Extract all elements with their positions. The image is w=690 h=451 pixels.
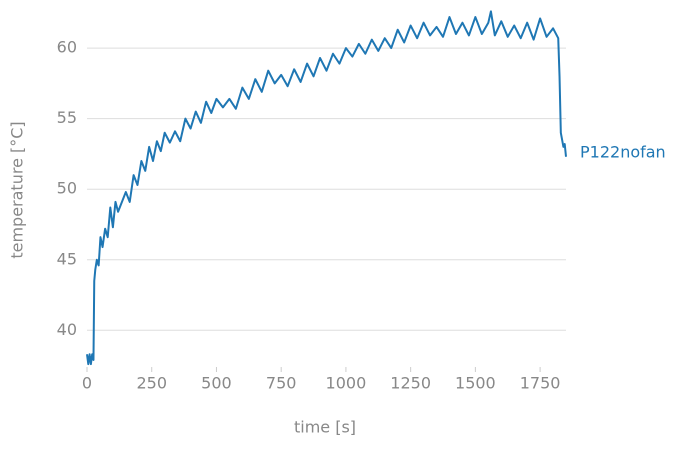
y-tick-label: 60 xyxy=(57,38,77,57)
line xyxy=(86,10,567,366)
x-tick-label: 1750 xyxy=(520,374,561,393)
x-tick-label: 1500 xyxy=(455,374,496,393)
y-tick-label: 45 xyxy=(57,249,77,268)
x-tick-label: 500 xyxy=(201,374,232,393)
y-axis-label: temperature [°C] xyxy=(8,121,27,258)
x-tick-label: 0 xyxy=(82,374,92,393)
y-tick-label: 40 xyxy=(57,320,77,339)
y-tick-label: 55 xyxy=(57,108,77,127)
x-tick-label: 250 xyxy=(136,374,167,393)
x-tick-label: 1250 xyxy=(390,374,431,393)
x-tick-label: 750 xyxy=(266,374,297,393)
series-label: P122nofan xyxy=(580,142,666,161)
x-axis-label: time [s] xyxy=(294,418,356,437)
x-tick-label: 1000 xyxy=(326,374,367,393)
y-tick-label: 50 xyxy=(57,179,77,198)
